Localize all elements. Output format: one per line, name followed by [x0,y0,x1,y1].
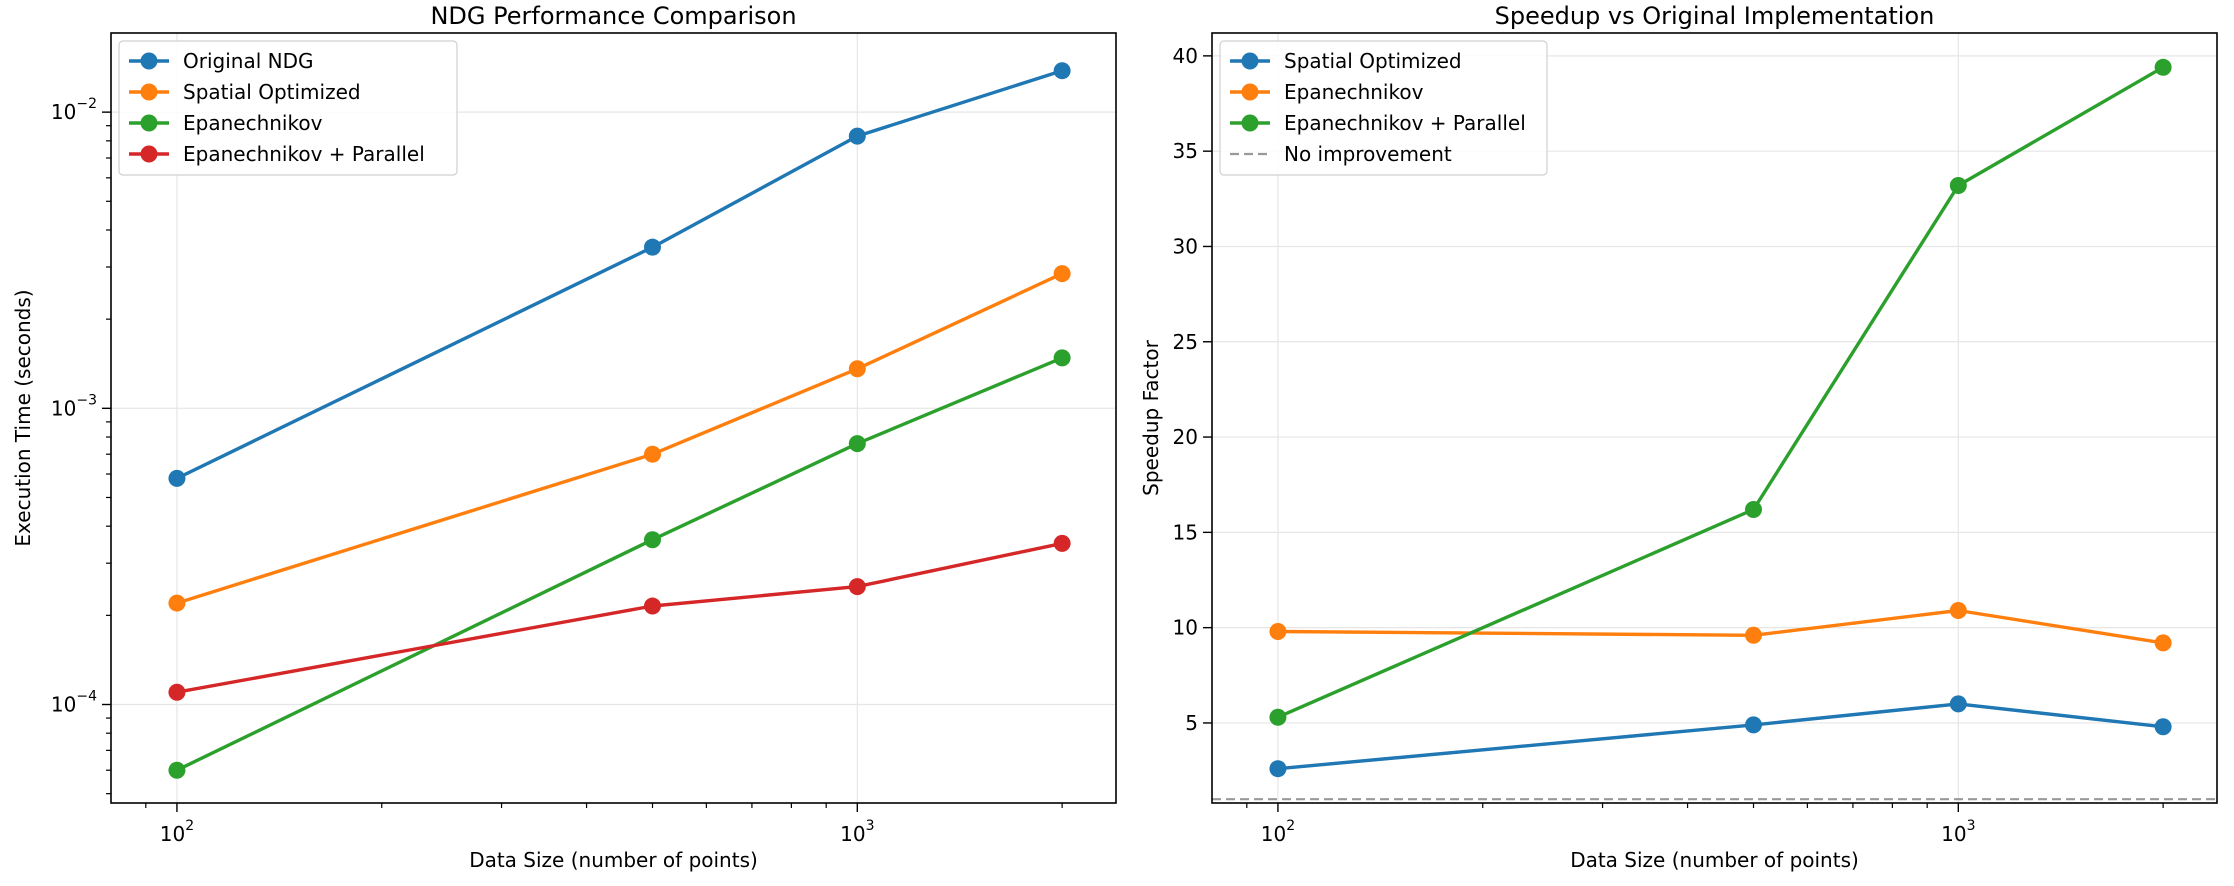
data-point [2154,718,2172,736]
legend-label: Epanechnikov [1284,80,1424,104]
legend-item: Epanechnikov + Parallel [1230,111,1526,135]
legend-item: Spatial Optimized [129,80,361,104]
legend-box [1219,40,1548,176]
data-point [168,761,186,779]
y-tick-label: 10−3 [51,392,97,420]
series-line [176,356,1063,772]
series-line [176,272,1063,605]
y-tick-label: 10−2 [51,96,97,124]
left-chart-execution-time: 102 103 10−4 10−3 10−2 NDG Performance Compar… [11,2,1117,872]
legend-swatch-marker [140,145,158,163]
data-point [1269,760,1287,778]
chart-title: NDG Performance Comparison [430,2,796,30]
y-tick-label: 40 [1173,44,1198,68]
data-point [848,578,866,596]
y-tick-label: 20 [1173,425,1198,449]
y-tick-label: 30 [1173,234,1198,258]
data-point [168,469,186,487]
y-tick-label: 5 [1185,711,1198,735]
legend-item: Spatial Optimized [1230,49,1462,73]
x-tick-label: 103 [1941,818,1975,846]
legend-label: Epanechnikov + Parallel [183,142,425,166]
legend-swatch-marker [1241,83,1259,101]
series-line [1277,608,2164,645]
data-point [1744,716,1762,734]
legend-box [118,40,458,176]
plot-frame [1211,32,2218,804]
legend-swatch-marker [140,52,158,70]
data-point [1949,602,1967,619]
series-line [176,69,1063,480]
data-point [1949,695,1967,713]
legend-label: Epanechnikov + Parallel [1284,111,1526,135]
series-line [1277,702,2164,771]
y-tick-label: 15 [1173,520,1198,544]
data-point [643,531,661,549]
data-point [168,683,186,701]
data-point [1744,500,1762,518]
y-axis-label: Execution Time (seconds) [11,289,35,546]
data-point [2154,634,2172,652]
series-line [176,541,1063,694]
legend: Spatial Optimized Epanechnikov Epanechniko… [1219,40,1548,176]
data-point [1949,176,1967,194]
legend-item: Epanechnikov [1230,80,1424,104]
chart-title: Speedup vs Original Implementation [1495,2,1935,30]
x-tick-label: 102 [1261,818,1295,846]
series-line [1277,65,2164,719]
right-chart-speedup: 102 103 5 10 15 20 25 30 35 40 Speedup vs Original… [1139,2,2218,872]
plot-frame [110,32,1117,804]
legend-label: No improvement [1284,142,1452,166]
data-point [1053,349,1071,367]
y-tick-label: 10 [1173,616,1198,640]
data-point [643,238,661,256]
legend-label: Spatial Optimized [183,80,361,104]
legend-swatch-marker [1241,52,1259,70]
x-axis-label: Data Size (number of points) [1570,848,1859,872]
legend-item: Original NDG [129,49,313,73]
y-tick-label: 25 [1173,330,1198,354]
data-point [848,127,866,145]
data-point [643,445,661,463]
data-point [1269,622,1287,640]
y-tick-label: 10−4 [51,689,97,717]
data-point [1053,265,1071,283]
legend-swatch-marker [1241,114,1259,132]
x-axis-label: Data Size (number of points) [469,848,758,872]
data-point [1744,626,1762,644]
legend-item: No improvement [1230,142,1452,166]
legend-label: Original NDG [183,49,313,73]
legend-label: Epanechnikov [183,111,323,135]
data-point [848,360,866,378]
data-point [848,435,866,453]
data-point [643,597,661,615]
legend: Original NDG Spatial Optimized Epanechniko… [118,40,458,176]
x-tick-label: 103 [840,818,874,846]
data-point [168,594,186,612]
x-tick-label: 102 [160,818,194,846]
legend-swatch-marker [140,114,158,132]
y-axis-label: Speedup Factor [1139,339,1163,495]
legend-item: Epanechnikov [129,111,323,135]
data-point [1053,62,1071,80]
data-point [2154,58,2172,76]
y-tick-label: 35 [1173,139,1198,163]
legend-item: Epanechnikov + Parallel [129,142,425,166]
legend-label: Spatial Optimized [1284,49,1462,73]
data-point [1053,534,1071,552]
data-point [1269,708,1287,726]
legend-swatch-marker [140,83,158,101]
